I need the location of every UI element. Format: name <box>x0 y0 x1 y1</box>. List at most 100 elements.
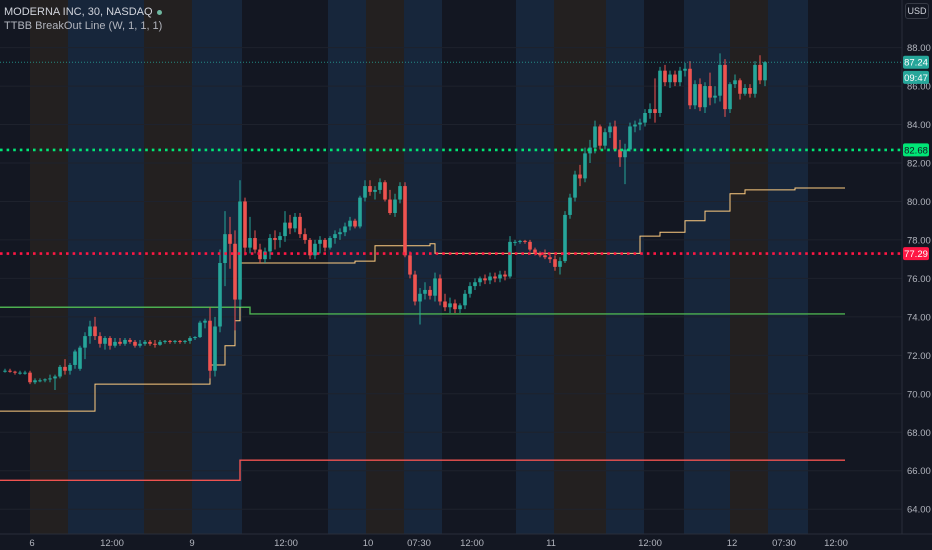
candle-body <box>538 253 542 256</box>
candle-body <box>653 109 657 113</box>
candle-body <box>613 126 617 150</box>
candle-body <box>473 282 477 287</box>
candle-body <box>123 339 127 344</box>
lower-breakout-line <box>0 459 845 482</box>
candle-body <box>693 84 697 106</box>
candle-body <box>43 379 47 381</box>
price-axis[interactable]: 64.00 66.00 68.00 70.00 72.00 74.00 76.00 78.00… <box>907 43 931 516</box>
candle-body <box>398 186 402 200</box>
price-labels: 87.24 09:47 82.68 77.29 <box>903 55 929 261</box>
price-label-box <box>903 55 929 69</box>
price-label-box <box>903 247 929 261</box>
candle-body <box>303 234 307 240</box>
currency-button[interactable]: USD <box>905 3 929 19</box>
price-tick-label: 78.00 <box>907 235 931 246</box>
candle-body <box>668 74 672 83</box>
candle-body <box>73 351 77 365</box>
session-band <box>554 0 606 534</box>
upper-breakout-line <box>0 306 845 315</box>
candle-body <box>568 197 572 215</box>
session-background-bands <box>30 0 808 534</box>
candle-body <box>548 257 552 260</box>
candle-body <box>83 336 87 348</box>
symbol-title[interactable]: MODERNA INC, 30, NASDAQ <box>4 6 153 18</box>
candle-body <box>678 70 682 83</box>
price-label-text: 77.29 <box>904 249 928 260</box>
candle-body <box>238 201 242 300</box>
candle-body <box>68 364 72 371</box>
candle-body <box>753 64 757 94</box>
price-tick-label: 82.00 <box>907 159 931 170</box>
time-tick-label: 9 <box>189 538 194 549</box>
candle-body <box>378 182 382 190</box>
candle-body <box>358 197 362 227</box>
candle-body <box>758 64 762 81</box>
candle-body <box>403 186 407 256</box>
indicator-row[interactable]: TTBB BreakOut Line (W, 1, 1, 1) <box>4 19 163 33</box>
candle-body <box>373 189 377 192</box>
indicator-title[interactable]: TTBB BreakOut Line (W, 1, 1, 1) <box>4 20 163 32</box>
candle-body <box>308 239 312 256</box>
session-band <box>68 0 144 534</box>
candle-body <box>38 380 42 382</box>
candle-body <box>218 263 222 327</box>
time-tick-label: 07:30 <box>407 538 431 549</box>
candle-body <box>363 186 367 198</box>
candle-body <box>408 255 412 275</box>
candle-body <box>723 64 727 110</box>
candle-body <box>593 126 597 148</box>
candle-body <box>148 341 152 344</box>
candle-body <box>353 220 357 227</box>
candle-body <box>368 186 372 192</box>
candle-body <box>13 371 17 373</box>
time-tick-label: 6 <box>29 538 34 549</box>
candle-body <box>223 234 227 264</box>
candle-body <box>708 86 712 98</box>
candle-body <box>28 372 32 383</box>
candle-body <box>273 238 277 240</box>
candle-body <box>428 289 432 296</box>
time-tick-label: 11 <box>546 538 556 549</box>
price-label-text: 09:47 <box>904 73 928 84</box>
candle-body <box>3 370 7 372</box>
session-band <box>516 0 554 534</box>
candle-body <box>153 343 157 345</box>
candle-body <box>518 240 522 242</box>
candle-body <box>338 232 342 235</box>
candle-body <box>478 278 482 283</box>
time-tick-label: 07:30 <box>772 538 796 549</box>
candle-body <box>53 376 57 379</box>
candle-body <box>23 372 27 374</box>
price-tick-label: 70.00 <box>907 389 931 400</box>
price-tick-label: 88.00 <box>907 43 931 54</box>
time-tick-label: 12:00 <box>274 538 298 549</box>
price-label-text: 87.24 <box>904 58 928 69</box>
candle-body <box>8 370 12 372</box>
candle-body <box>143 341 147 344</box>
session-band <box>30 0 68 534</box>
candle-body <box>228 234 232 244</box>
session-band <box>768 0 808 534</box>
candle-body <box>188 338 192 341</box>
candle-body <box>328 238 332 248</box>
candle-body <box>618 149 622 158</box>
candle-body <box>253 238 257 250</box>
candle-body <box>558 261 562 267</box>
candle-body <box>118 341 122 344</box>
time-axis[interactable]: 6 12:00 9 12:00 10 07:30 12:00 11 12:00 12 07:30 12… <box>29 538 848 549</box>
candle-body <box>683 68 687 71</box>
price-tick-label: 74.00 <box>907 312 931 323</box>
chart-legend: MODERNA INC, 30, NASDAQ TTBB BreakOut Li… <box>4 5 163 33</box>
candle-body <box>298 216 302 235</box>
market-status-icon <box>156 9 162 15</box>
symbol-row[interactable]: MODERNA INC, 30, NASDAQ <box>4 5 163 19</box>
candle-body <box>138 343 142 346</box>
candle-body <box>748 87 752 94</box>
price-grid <box>0 47 902 510</box>
candle-body <box>543 255 547 258</box>
candle-body <box>643 112 647 123</box>
candle-body <box>648 109 652 113</box>
candle-body <box>193 337 197 339</box>
candle-body <box>553 259 557 267</box>
